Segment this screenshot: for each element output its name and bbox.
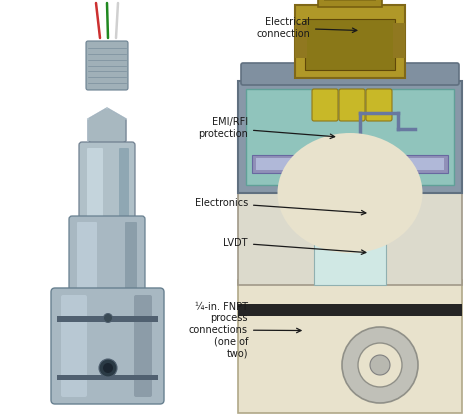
Bar <box>295 23 307 58</box>
Circle shape <box>103 363 113 373</box>
Circle shape <box>342 327 418 403</box>
FancyBboxPatch shape <box>125 222 137 292</box>
FancyBboxPatch shape <box>366 89 392 121</box>
FancyBboxPatch shape <box>238 81 462 193</box>
FancyBboxPatch shape <box>339 89 365 121</box>
FancyBboxPatch shape <box>86 41 128 90</box>
FancyBboxPatch shape <box>77 222 97 292</box>
Circle shape <box>370 355 390 375</box>
FancyBboxPatch shape <box>305 19 395 70</box>
Polygon shape <box>88 108 126 152</box>
Circle shape <box>358 343 402 387</box>
FancyBboxPatch shape <box>87 148 103 217</box>
FancyBboxPatch shape <box>51 288 164 404</box>
FancyBboxPatch shape <box>79 142 135 223</box>
FancyBboxPatch shape <box>295 5 405 78</box>
FancyBboxPatch shape <box>256 158 444 170</box>
Bar <box>57 375 158 380</box>
Text: EMI/RFI
protection: EMI/RFI protection <box>198 117 335 139</box>
Bar <box>238 304 462 316</box>
Text: ¼-in. FNPT
process
connections
(one of
two): ¼-in. FNPT process connections (one of t… <box>189 302 301 358</box>
Ellipse shape <box>277 133 422 253</box>
FancyBboxPatch shape <box>246 89 454 185</box>
Circle shape <box>103 314 112 323</box>
FancyBboxPatch shape <box>134 295 152 397</box>
Bar <box>393 23 405 58</box>
FancyBboxPatch shape <box>241 63 459 85</box>
Bar <box>57 316 158 322</box>
FancyBboxPatch shape <box>252 155 448 173</box>
Circle shape <box>99 359 117 377</box>
FancyBboxPatch shape <box>238 193 462 285</box>
FancyBboxPatch shape <box>314 193 386 285</box>
Text: LVDT: LVDT <box>224 238 366 255</box>
FancyBboxPatch shape <box>312 89 338 121</box>
FancyBboxPatch shape <box>318 0 382 7</box>
FancyBboxPatch shape <box>119 148 129 217</box>
FancyBboxPatch shape <box>61 295 87 397</box>
FancyBboxPatch shape <box>238 280 462 413</box>
FancyBboxPatch shape <box>324 0 376 1</box>
Text: Electrical
connection: Electrical connection <box>256 17 357 39</box>
Text: Electronics: Electronics <box>195 198 366 215</box>
FancyBboxPatch shape <box>69 216 145 298</box>
